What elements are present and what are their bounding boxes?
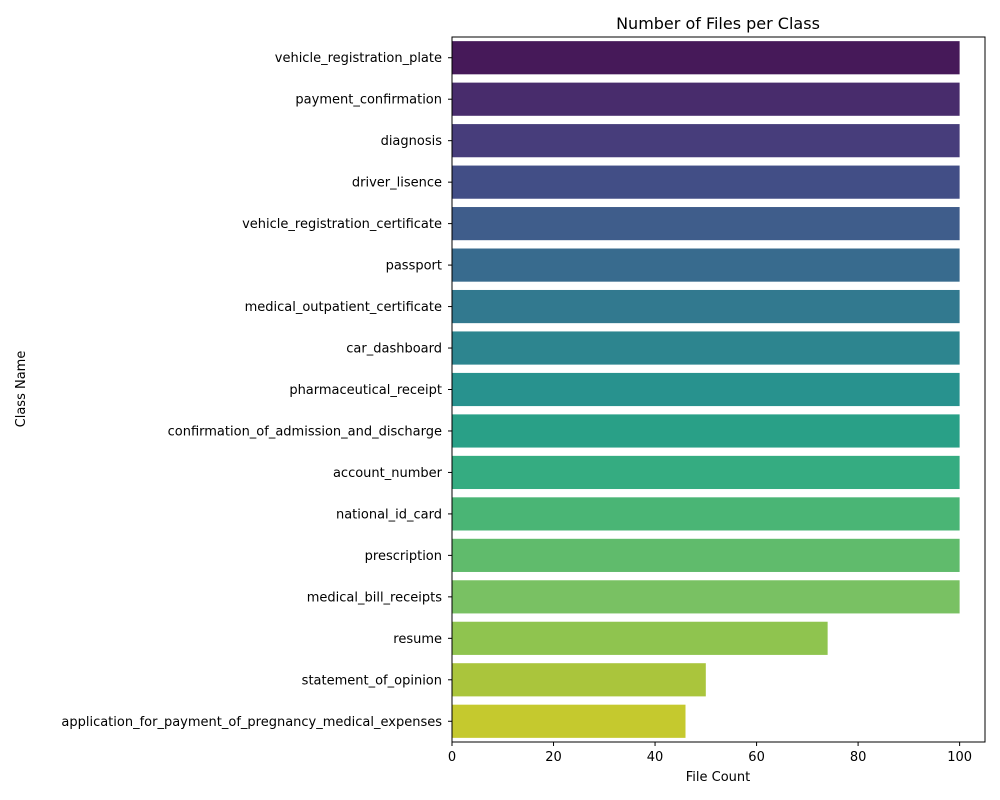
y-tick-label: vehicle_registration_plate — [275, 51, 442, 66]
bar-national-id-card — [452, 497, 960, 531]
bar-vehicle-registration-certificate — [452, 207, 960, 241]
bars-layer — [452, 41, 960, 738]
x-tick-label: 60 — [748, 750, 765, 765]
y-tick-label: pharmaceutical_receipt — [289, 383, 442, 398]
bar-resume — [452, 621, 828, 655]
y-tick-label: payment_confirmation — [295, 93, 442, 108]
y-tick-label: vehicle_registration_certificate — [242, 217, 442, 232]
x-ticks-layer: 0 20 40 60 80 100 — [448, 742, 972, 765]
bar-application-for-payment-of-pregnancy-medical-expenses — [452, 704, 686, 738]
y-tick-label: diagnosis — [381, 134, 443, 149]
y-tick-label: passport — [386, 259, 442, 274]
bar-diagnosis — [452, 124, 960, 158]
bar-passport — [452, 248, 960, 282]
y-tick-label: medical_bill_receipts — [307, 590, 443, 605]
bar-medical-bill-receipts — [452, 580, 960, 614]
y-tick-label: account_number — [333, 466, 443, 481]
bar-prescription — [452, 538, 960, 572]
y-tick-label: resume — [393, 632, 442, 647]
y-tick-label: statement_of_opinion — [302, 673, 442, 688]
y-tick-label: application_for_payment_of_pregnancy_med… — [61, 715, 442, 730]
x-tick-label: 40 — [647, 750, 664, 765]
y-tick-label: national_id_card — [336, 507, 442, 522]
bar-payment-confirmation — [452, 82, 960, 116]
bar-driver-lisence — [452, 165, 960, 199]
y-tick-label: car_dashboard — [346, 342, 442, 357]
x-tick-label: 80 — [850, 750, 867, 765]
plot-frame — [451, 36, 986, 743]
chart-title: Number of Files per Class — [616, 14, 820, 33]
bar-medical-outpatient-certificate — [452, 289, 960, 324]
y-ticks-layer: vehicle_registration_plate payment_confir… — [61, 51, 452, 730]
bar-account-number — [452, 455, 960, 490]
bar-statement-of-opinion — [452, 663, 706, 697]
y-tick-label: prescription — [365, 549, 442, 564]
x-tick-label: 100 — [947, 750, 972, 765]
bar-car-dashboard — [452, 331, 960, 365]
y-tick-label: driver_lisence — [352, 176, 442, 191]
x-axis-label: File Count — [686, 770, 751, 785]
bar-confirmation-of-admission-and-discharge — [452, 414, 960, 448]
bar-pharmaceutical-receipt — [452, 372, 960, 407]
bar-vehicle-registration-plate — [452, 41, 960, 75]
y-axis-label: Class Name — [14, 351, 29, 428]
x-tick-label: 0 — [448, 750, 456, 765]
axes-frame — [451, 36, 986, 743]
x-tick-label: 20 — [545, 750, 562, 765]
y-tick-label: confirmation_of_admission_and_discharge — [168, 424, 442, 439]
y-tick-label: medical_outpatient_certificate — [245, 300, 442, 315]
